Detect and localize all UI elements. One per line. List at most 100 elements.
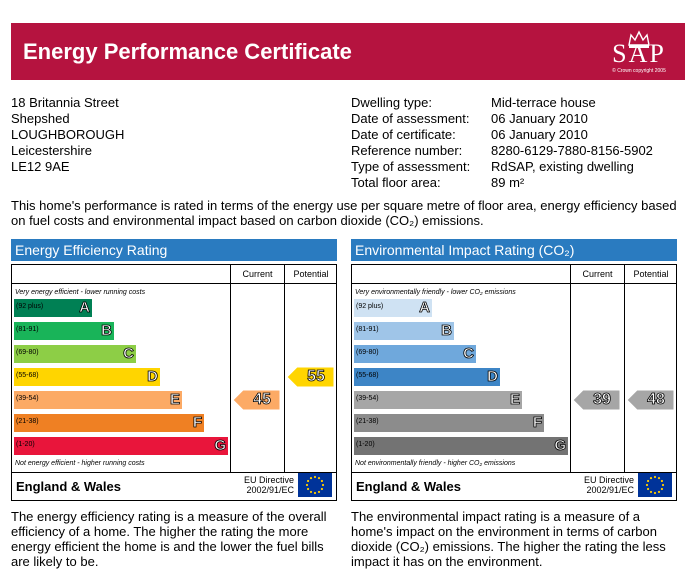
detail-row-floor-area: Total floor area: 89 m² xyxy=(351,175,653,191)
eu-directive-label: EU Directive 2002/91/EC xyxy=(243,475,294,495)
scale-note-bottom: Not environmentally friendly - higher CO… xyxy=(355,460,516,467)
eu-flag-icon xyxy=(298,473,332,497)
energy-efficiency-panel: Energy Efficiency Rating Current Potenti… xyxy=(11,239,337,501)
band-letter: G xyxy=(214,437,226,455)
detail-label: Type of assessment: xyxy=(351,159,471,174)
band-range: (81-91) xyxy=(16,326,39,333)
rating-band-g: (1-20) G xyxy=(14,437,228,455)
band-letter: D xyxy=(487,368,499,386)
energy-rating-box: Current Potential Very energy efficient … xyxy=(11,264,337,501)
region-label: England & Wales xyxy=(16,479,121,494)
rating-band-e: (39-54) E xyxy=(354,391,522,409)
potential-rating-arrow-value: 48 xyxy=(647,391,666,409)
environment-panel-title: Environmental Impact Rating (CO₂) xyxy=(351,239,677,261)
sap-copyright: © Crown copyright 2005 xyxy=(612,68,666,74)
rating-band-d: (55-68) D xyxy=(354,368,500,386)
potential-rating-arrow: 55 xyxy=(287,367,335,387)
band-letter: A xyxy=(419,299,431,317)
address-line: LOUGHBOROUGH xyxy=(11,127,125,142)
detail-value: 89 m² xyxy=(491,175,525,190)
band-range: (1-20) xyxy=(16,441,35,448)
rating-band-f: (21-38) F xyxy=(354,414,544,432)
property-address: 18 Britannia Street Shepshed LOUGHBOROUG… xyxy=(11,95,124,175)
rating-band-g: (1-20) G xyxy=(354,437,568,455)
band-letter: E xyxy=(169,391,181,409)
band-range: (21-38) xyxy=(16,418,39,425)
environment-rating-box: Current Potential Very environmentally f… xyxy=(351,264,677,501)
band-letter: D xyxy=(147,368,159,386)
scale-note-bottom: Not energy efficient - higher running co… xyxy=(15,460,145,467)
detail-label: Date of assessment: xyxy=(351,111,470,126)
potential-column-header: Potential xyxy=(625,265,677,284)
band-range: (55-68) xyxy=(356,372,379,379)
environmental-impact-panel: Environmental Impact Rating (CO₂) Curren… xyxy=(351,239,677,501)
band-letter: E xyxy=(509,391,521,409)
address-line: 18 Britannia Street xyxy=(11,95,119,110)
detail-value: 8280-6129-7880-8156-5902 xyxy=(491,143,653,158)
divider xyxy=(12,472,336,473)
detail-label: Reference number: xyxy=(351,143,463,158)
band-letter: C xyxy=(463,345,475,363)
detail-row-reference-number: Reference number: 8280-6129-7880-8156-590… xyxy=(351,143,653,159)
current-rating-arrow-value: 39 xyxy=(593,391,612,409)
band-range: (81-91) xyxy=(356,326,379,333)
current-rating-arrow: 45 xyxy=(233,390,281,410)
header-banner: Energy Performance Certificate SAP © Cro… xyxy=(11,23,685,80)
detail-label: Dwelling type: xyxy=(351,95,432,110)
band-range: (92 plus) xyxy=(356,303,384,310)
address-line: Leicestershire xyxy=(11,143,92,158)
detail-label: Total floor area: xyxy=(351,175,441,190)
band-range: (69-80) xyxy=(356,349,379,356)
crown-icon xyxy=(628,30,650,48)
current-column: Current xyxy=(570,265,624,472)
band-range: (39-54) xyxy=(356,395,379,402)
rating-band-b: (81-91) B xyxy=(354,322,454,340)
rating-band-e: (39-54) E xyxy=(14,391,182,409)
rating-band-b: (81-91) B xyxy=(14,322,114,340)
scale-note-top: Very environmentally friendly - lower CO… xyxy=(355,289,516,296)
current-rating-arrow: 39 xyxy=(573,390,621,410)
band-range: (1-20) xyxy=(356,441,375,448)
divider xyxy=(12,283,230,284)
rating-band-c: (69-80) C xyxy=(354,345,476,363)
band-range: (55-68) xyxy=(16,372,39,379)
energy-panel-title: Energy Efficiency Rating xyxy=(11,239,337,261)
band-letter: F xyxy=(532,414,542,432)
band-letter: G xyxy=(554,437,566,455)
rating-band-a: (92 plus) A xyxy=(354,299,432,317)
energy-description: The energy efficiency rating is a measur… xyxy=(11,509,327,569)
current-column: Current xyxy=(230,265,284,472)
certificate-details: Dwelling type: Mid-terrace house Date of … xyxy=(351,95,653,191)
eu-flag-icon xyxy=(638,473,672,497)
current-rating-arrow-value: 45 xyxy=(253,391,272,409)
rating-band-f: (21-38) F xyxy=(14,414,204,432)
page-title: Energy Performance Certificate xyxy=(23,39,352,64)
divider xyxy=(352,472,676,473)
sap-logo-text: SAP xyxy=(612,39,666,68)
rating-band-c: (69-80) C xyxy=(14,345,136,363)
potential-rating-arrow: 48 xyxy=(627,390,675,410)
detail-row-dwelling-type: Dwelling type: Mid-terrace house xyxy=(351,95,653,111)
current-column-header: Current xyxy=(571,265,624,284)
detail-label: Date of certificate: xyxy=(351,127,456,142)
environment-description: The environmental impact rating is a mea… xyxy=(351,509,666,569)
band-letter: C xyxy=(123,345,135,363)
band-range: (21-38) xyxy=(356,418,379,425)
band-letter: F xyxy=(192,414,202,432)
address-line: LE12 9AE xyxy=(11,159,70,174)
detail-value: RdSAP, existing dwelling xyxy=(491,159,634,174)
band-range: (39-54) xyxy=(16,395,39,402)
detail-row-certificate-date: Date of certificate: 06 January 2010 xyxy=(351,127,653,143)
detail-row-assessment-type: Type of assessment: RdSAP, existing dwell… xyxy=(351,159,653,175)
intro-text: This home's performance is rated in term… xyxy=(11,198,677,228)
detail-value: 06 January 2010 xyxy=(491,111,588,126)
sap-logo: SAP © Crown copyright 2005 xyxy=(603,29,675,75)
band-range: (69-80) xyxy=(16,349,39,356)
eu-directive-label: EU Directive 2002/91/EC xyxy=(583,475,634,495)
potential-column: Potential xyxy=(624,265,677,472)
detail-value: Mid-terrace house xyxy=(491,95,596,110)
rating-band-a: (92 plus) A xyxy=(14,299,92,317)
scale-note-top: Very energy efficient - lower running co… xyxy=(15,289,146,296)
address-line: Shepshed xyxy=(11,111,70,126)
band-range: (92 plus) xyxy=(16,303,44,310)
